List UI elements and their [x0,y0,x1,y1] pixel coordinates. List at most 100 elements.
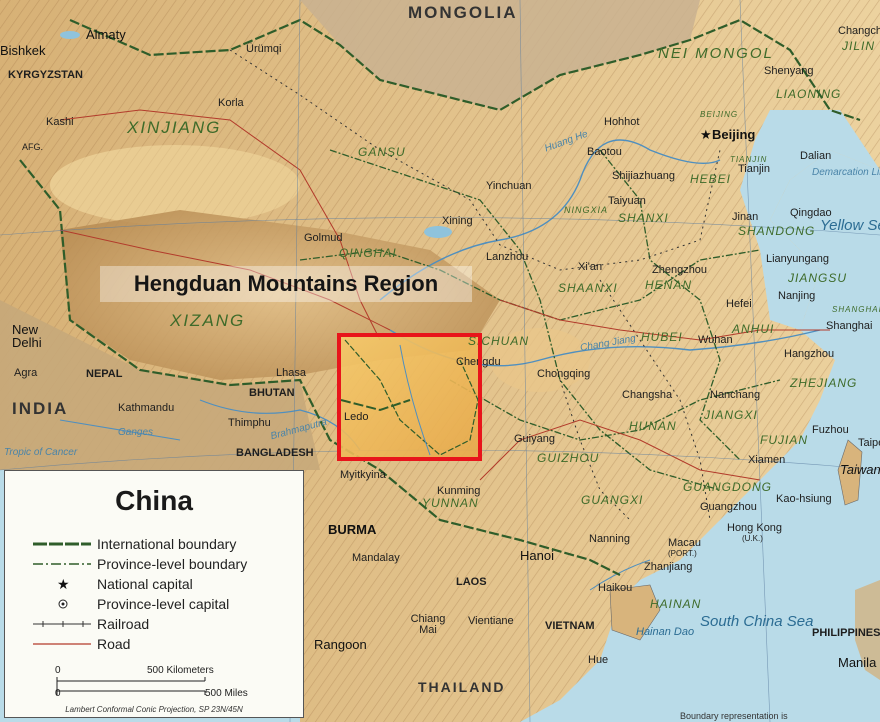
line-label-demarcation: Demarcation Line [812,167,880,178]
city-label-zhanjiang: Zhanjiang [644,561,693,573]
city-label-xiamen: Xiamen [748,454,786,466]
city-label-bishkek: Bishkek [0,43,46,58]
scale-mi-zero: 0 [55,688,61,699]
province-boundary-symbol-icon [33,557,95,571]
city-label-nanjing: Nanjing [778,290,816,302]
province-label-hunan: HUNAN [629,419,677,433]
province-label-hubei: HUBEI [641,330,683,344]
city-label-shijiazhuang: Shijiazhuang [612,170,675,182]
legend-item-road: Road [33,635,130,653]
scale-bar: 0 500 Kilometers 0 500 Miles [55,665,265,701]
province-label-guangdong: GUANGDONG [683,480,773,494]
province-label-jiangsu: JIANGSU [788,271,848,285]
railroad-symbol-icon [33,617,95,631]
province-label-zhejiang: ZHEJIANG [790,376,858,390]
city-label-shenyang: Shenyang [764,65,814,77]
province-label-shanghai: SHANGHAI [832,305,880,314]
city-label-almaty: Almaty [86,27,126,42]
map-legend: China International boundary Province-le… [4,470,304,718]
province-label-shanxi: SHANXI [618,211,669,225]
legend-item-province-capital: Province-level capital [33,595,229,613]
province-label-henan: HENAN [645,278,693,292]
legend-label: National capital [97,576,193,592]
scale-km-label: 500 Kilometers [147,665,214,676]
city-label-hue: Hue [588,654,609,666]
city-label-yinchuan: Yinchuan [486,180,532,192]
star-icon: ★ [57,576,70,592]
city-label-fuzhou: Fuzhou [812,424,849,436]
city-label-baotou: Baotou [587,146,622,158]
city-label-guangzhou: Guangzhou [700,501,757,513]
city-label-myitkyina: Myitkyina [340,469,386,481]
country-label-thailand: THAILAND [418,679,506,695]
line-label-tropic-of-cancer: Tropic of Cancer [4,447,78,458]
city-label-guiyang: Guiyang [514,433,555,445]
city-label-hong-kong-sub: (U.K.) [742,534,763,543]
international-boundary-symbol-icon [33,537,95,551]
country-label-burma: BURMA [328,522,377,537]
province-label-liaoning: LIAONING [776,87,842,101]
province-label-anhui: ANHUI [732,322,775,336]
city-label-vientiane: Vientiane [468,615,514,627]
city-label-xining: Xining [442,215,473,227]
city-label-golmud: Golmud [304,232,343,244]
city-label-manila: Manila [838,655,877,670]
province-label-sichuan: SICHUAN [468,334,530,348]
city-label-chongqing: Chongqing [537,368,591,380]
country-label-vietnam: VIETNAM [545,620,595,632]
legend-label: Railroad [97,616,150,632]
legend-item-railroad: Railroad [33,615,149,633]
city-label-zhengzhou: Zhengzhou [652,264,708,276]
country-label-nepal: NEPAL [86,368,123,380]
city-label-jinan: Jinan [732,211,759,223]
legend-label: Province-level capital [97,596,230,612]
city-label-macau: Macau [668,537,702,549]
province-label-shandong: SHANDONG [738,224,816,238]
river-label-ganges: Ganges [118,427,154,438]
city-label-kaohsiung: Kao-hsiung [776,493,832,505]
city-label-thimphu: Thimphu [228,417,271,429]
country-label-mongolia: MONGOLIA [408,3,518,22]
city-label-xian: Xi'an [578,261,603,273]
province-label-guizhou: GUIZHOU [537,451,600,465]
city-label-kashi: Kashi [46,116,74,128]
legend-label: Road [97,636,131,652]
city-label-wuhan: Wuhan [698,334,733,346]
city-label-chiang-mai: Chiang Mai [410,613,446,636]
city-label-macau-sub: (PORT.) [668,549,697,558]
country-label-laos: LAOS [456,576,487,588]
city-label-changsha: Changsha [622,389,673,401]
city-label-kathmandu: Kathmandu [118,402,175,414]
road-symbol-icon [33,637,95,651]
province-label-nei-mongol: NEI MONGOL [658,45,774,62]
city-label-hohhot: Hohhot [604,116,640,128]
projection-note: Lambert Conformal Conic Projection, SP 2… [65,705,243,714]
city-label-nanchang: Nanchang [710,389,761,401]
province-label-fujian: FUJIAN [760,433,808,447]
city-label-lianyungang: Lianyungang [766,253,830,265]
province-label-qinghai: QINGHAI [339,246,397,260]
country-label-afg: AFG. [22,142,44,152]
legend-item-international-boundary: International boundary [33,535,236,553]
legend-label: Province-level boundary [97,556,248,572]
scale-mi-label: 500 Miles [205,688,248,699]
city-label-rangoon: Rangoon [314,637,367,652]
city-label-taiyuan: Taiyuan [608,195,646,207]
province-label-beijing: BEIJING [700,110,739,119]
province-label-tianjin: TIANJIN [730,155,768,164]
city-label-shanghai: Shanghai [826,320,873,332]
country-label-kyrgyzstan: KYRGYZSTAN [8,69,83,81]
city-label-tianjin: Tianjin [738,163,770,175]
city-label-dalian: Dalian [800,150,832,162]
city-label-hong-kong: Hong Kong [727,522,783,534]
province-label-gansu: GANSU [358,145,406,159]
city-label-new-delhi: New Delhi [12,322,42,350]
city-label-urumqi: Ürümqi [246,43,282,55]
hengduan-region-highlight-box [337,333,482,461]
circle-dot-icon [33,597,95,611]
province-label-jilin: JILIN [842,39,876,53]
country-label-india: INDIA [12,399,69,418]
province-label-jiangxi: JIANGXI [704,408,758,422]
city-label-beijing: Beijing [712,127,756,142]
